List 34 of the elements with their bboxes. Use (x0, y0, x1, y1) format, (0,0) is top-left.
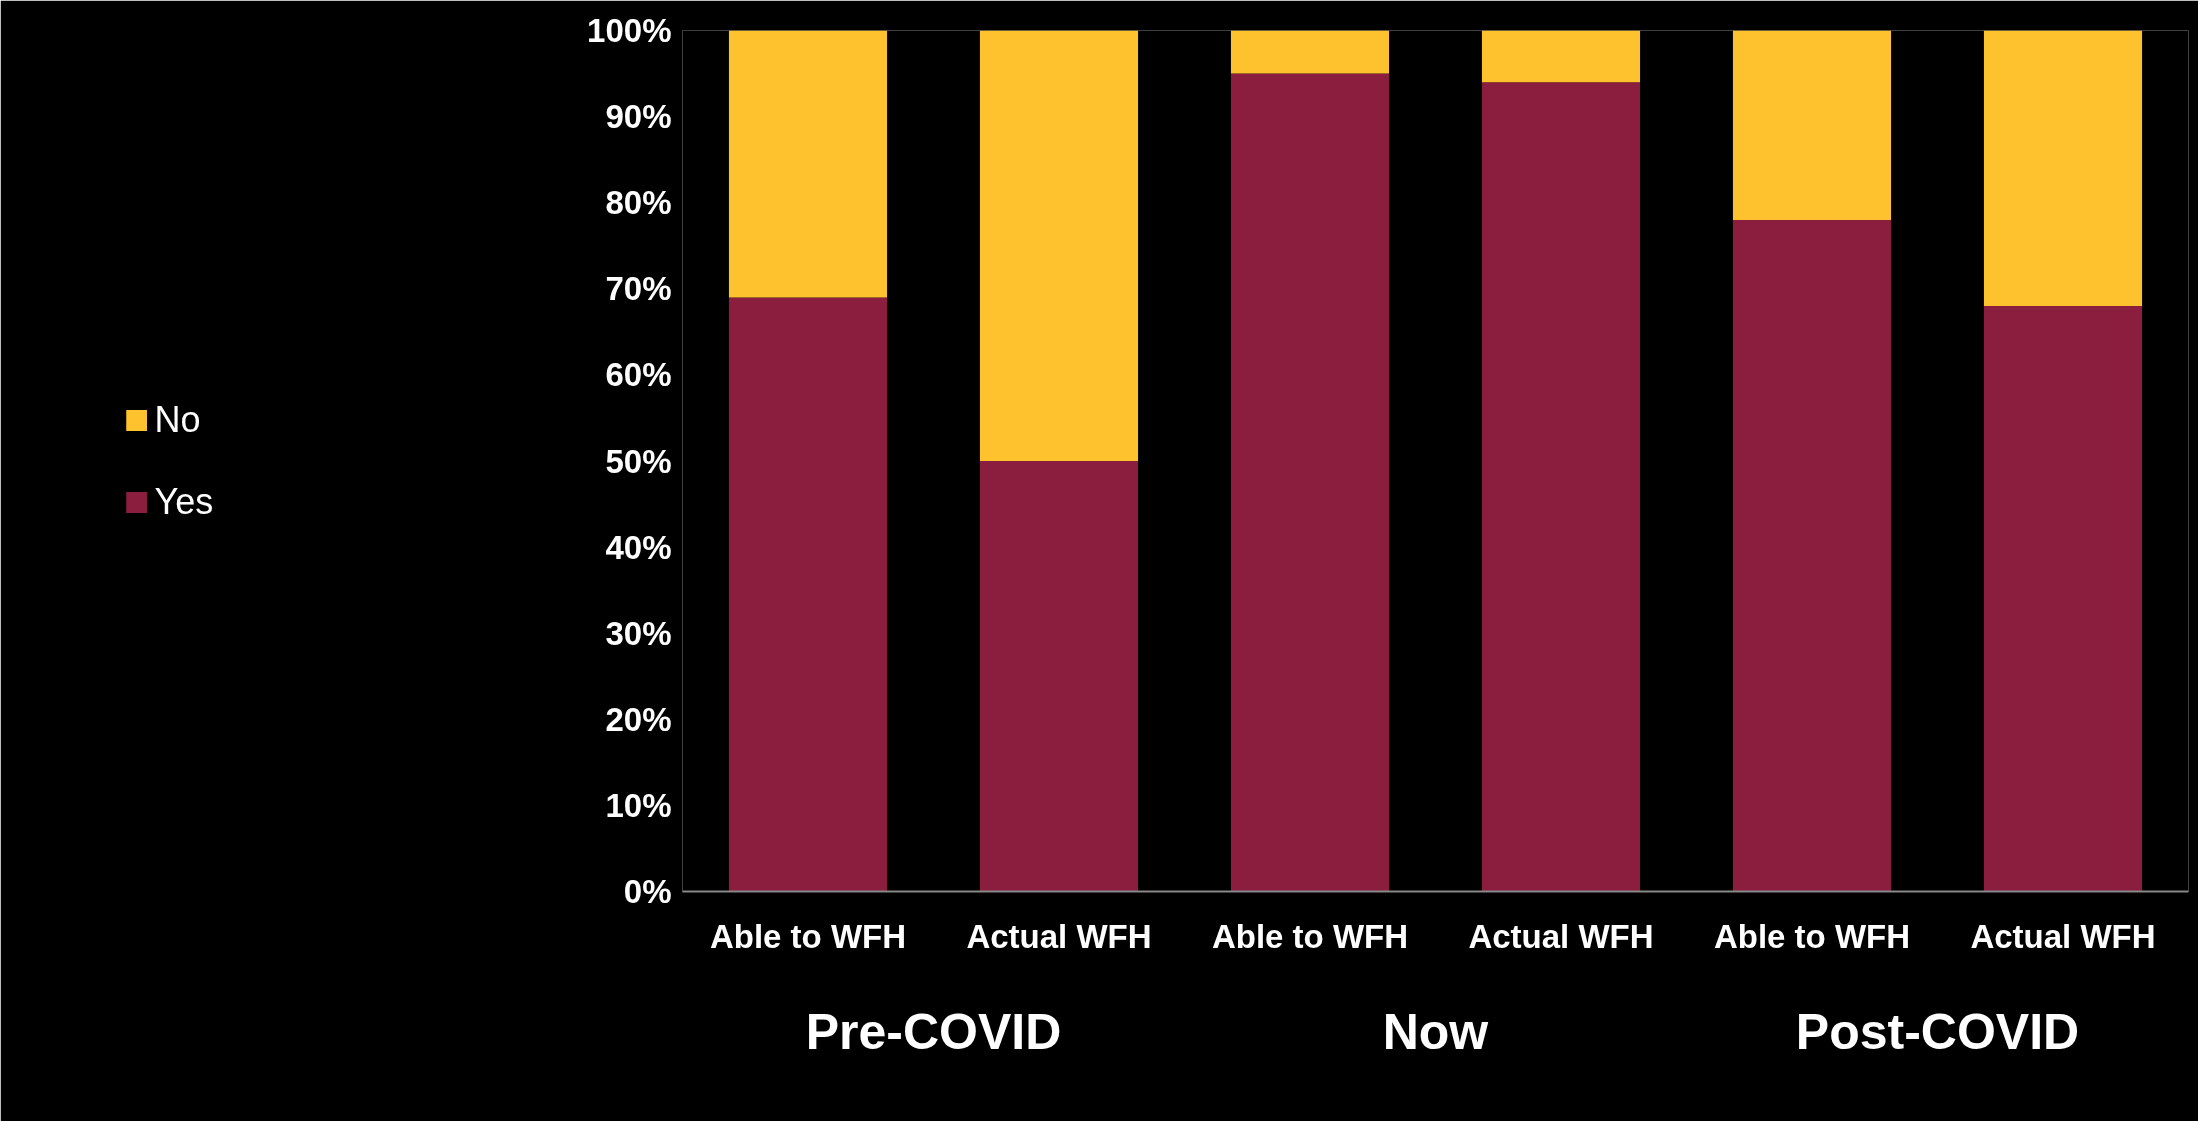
y-tick-label: 60% (605, 356, 672, 394)
y-tick-label: 70% (605, 270, 672, 308)
text: Now (1382, 1003, 1489, 1060)
y-tick-label: 20% (605, 700, 672, 738)
bar (1983, 30, 2143, 307)
bar (1230, 30, 1390, 74)
text: Pre-COVID (805, 1003, 1062, 1060)
x-tick-label: Actual WFH (1468, 917, 1654, 955)
y-tick-label: 10% (605, 786, 672, 824)
y-tick-label: 80% (605, 184, 672, 222)
text: Post-COVID (1795, 1003, 2080, 1060)
bar (1481, 30, 1641, 83)
x-tick-label: Actual WFH (966, 917, 1152, 955)
legend-label: No (154, 398, 201, 441)
y-tick-label: 50% (605, 442, 672, 480)
bar (728, 297, 888, 892)
legend-label: Yes (154, 480, 214, 523)
bar (979, 30, 1139, 461)
bar (728, 30, 888, 298)
x-tick-label: Able to WFH (1713, 917, 1911, 955)
x-tick-label: Actual WFH (1970, 917, 2156, 955)
y-tick-label: 40% (605, 528, 672, 566)
y-tick-label: 0% (623, 873, 672, 910)
y-tick-label: 90% (605, 98, 672, 136)
bar (1732, 30, 1892, 220)
y-tick-label: 100% (587, 12, 672, 49)
x-tick-label: Able to WFH (709, 917, 907, 955)
bar (1983, 306, 2143, 892)
bar (1732, 219, 1892, 892)
bar (1230, 73, 1390, 892)
x-tick-label: Able to WFH (1211, 917, 1409, 955)
y-tick-label: 30% (605, 614, 672, 652)
bar (1481, 82, 1641, 892)
bar (979, 461, 1139, 892)
